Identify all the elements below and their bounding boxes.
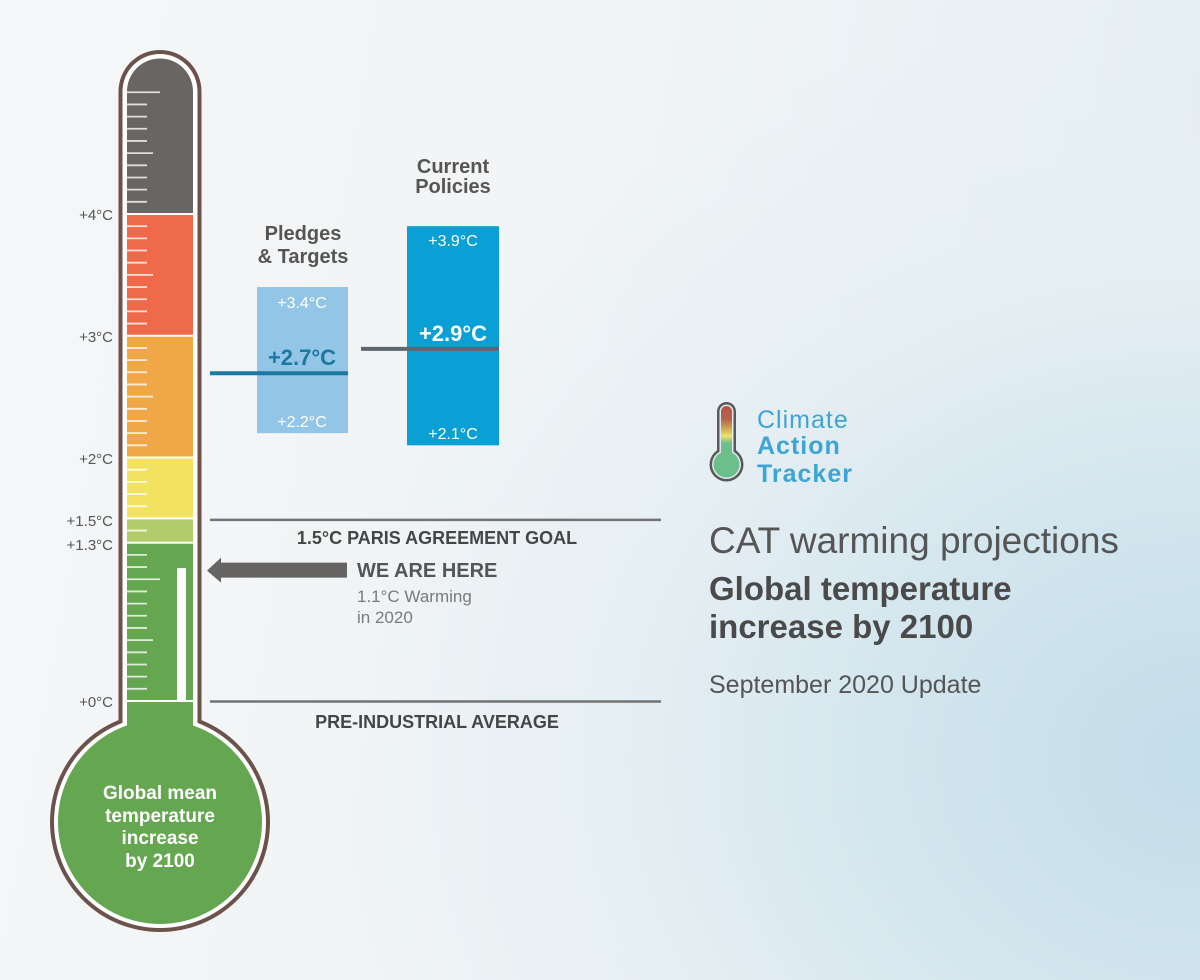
axis-label-1-3c: +1.3°C: [67, 537, 114, 554]
bulb-text-line-3: increase: [121, 828, 198, 849]
current-policies-header-line-2: Policies: [415, 176, 491, 198]
title-line-2: Global temperature: [709, 570, 1012, 607]
title-line-3: increase by 2100: [709, 608, 973, 645]
climate-action-tracker-logo: Climate Action Tracker: [709, 402, 853, 488]
temperature-bands: [127, 58, 193, 700]
current-warming-level-bar: [177, 568, 186, 700]
axis-label-4c: +4°C: [79, 207, 113, 224]
axis-label-1-5c: +1.5°C: [67, 513, 114, 530]
bulb-text-line-4: by 2100: [125, 851, 195, 872]
logo-text-action: Action: [757, 432, 841, 460]
pledges-header-line-1: Pledges: [265, 223, 342, 245]
pledges-header-line-2: & Targets: [258, 246, 349, 268]
pledges-low-value: +2.2°C: [277, 414, 327, 431]
left-arrow-icon: [207, 557, 347, 583]
band-4-to-5: [127, 58, 193, 213]
pre-industrial-label: PRE-INDUSTRIAL AVERAGE: [315, 712, 559, 732]
axis-label-0c: +0°C: [79, 694, 113, 711]
logo-text-tracker: Tracker: [757, 460, 853, 488]
band-1.5-to-2: [127, 458, 193, 518]
current-policies-low-value: +2.1°C: [428, 426, 478, 443]
we-are-here-label: WE ARE HERE: [357, 560, 497, 582]
title-line-1: CAT warming projections: [709, 520, 1119, 561]
bulb-text-line-2: temperature: [105, 806, 215, 827]
paris-goal-label: 1.5°C PARIS AGREEMENT GOAL: [297, 528, 577, 548]
title-block: CAT warming projections Global temperatu…: [709, 520, 1119, 699]
bulb-text-line-1: Global mean: [103, 783, 217, 804]
thermometer: Global mean temperature increase by 2100: [50, 50, 270, 932]
logo-thermometer-icon: [709, 402, 744, 482]
pledges-high-value: +3.4°C: [277, 295, 327, 312]
projection-bars: [210, 226, 499, 446]
we-are-here-note-line-2: in 2020: [357, 608, 413, 627]
logo-text-climate: Climate: [757, 406, 849, 434]
thermometer-ticks: [127, 91, 160, 690]
current-policies-header-line-1: Current: [417, 156, 490, 178]
band-1.3-to-1.5: [127, 519, 193, 542]
y-axis-labels: +4°C +3°C +2°C +1.5°C +1.3°C +0°C: [67, 207, 114, 711]
current-policies-central-value: +2.9°C: [419, 321, 487, 346]
we-are-here-note-line-1: 1.1°C Warming: [357, 587, 472, 606]
subtitle: September 2020 Update: [709, 671, 981, 699]
axis-label-2c: +2°C: [79, 451, 113, 468]
reference-lines: [210, 518, 661, 703]
thermometer-bulb: [58, 702, 262, 924]
current-policies-high-value: +3.9°C: [428, 233, 478, 250]
pledges-central-value: +2.7°C: [268, 345, 336, 370]
range-bar-0: [257, 287, 348, 434]
axis-label-3c: +3°C: [79, 329, 113, 346]
range-bar-1: [407, 226, 499, 446]
